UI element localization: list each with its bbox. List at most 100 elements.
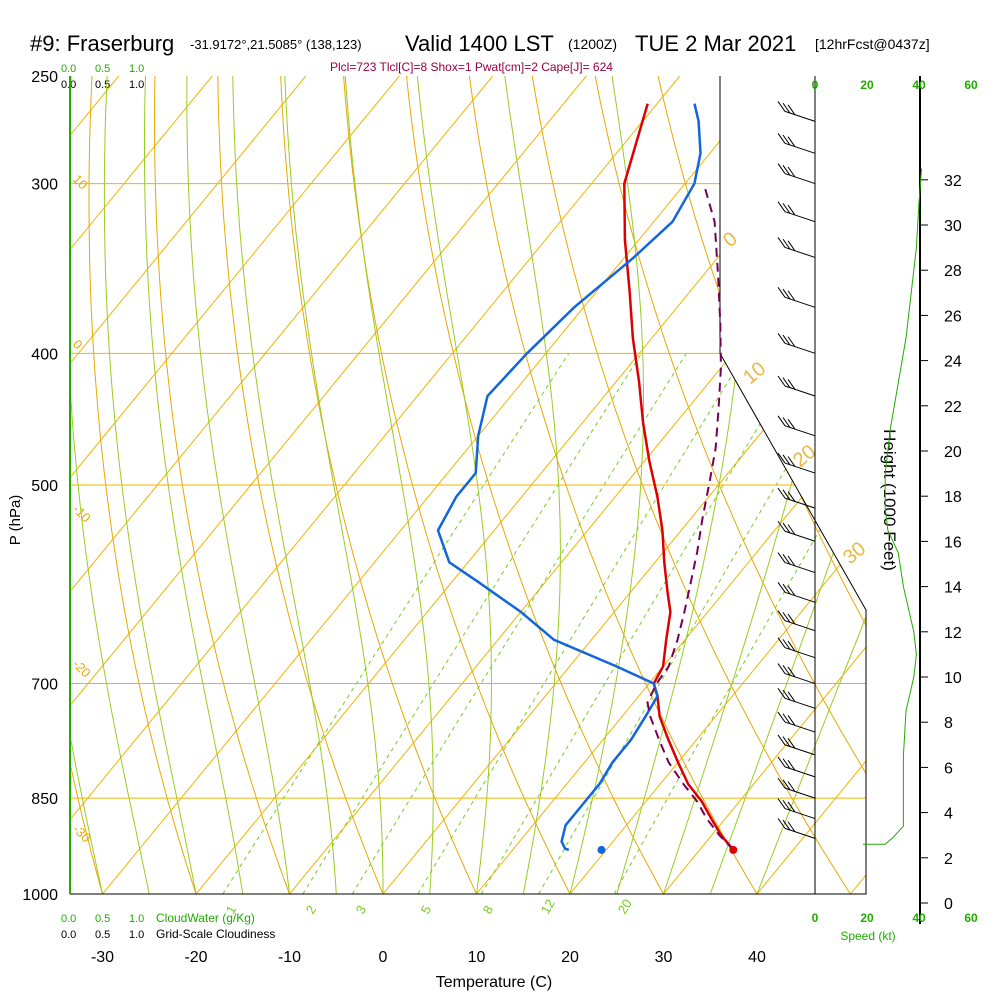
height-tick-label: 30 bbox=[944, 218, 962, 235]
x-axis-title: Temperature (C) bbox=[436, 974, 552, 991]
wind-barb bbox=[777, 133, 816, 154]
cloud-tick-bottom-1: 0.5 bbox=[95, 929, 110, 941]
dry-adiabat-label: 10 bbox=[70, 172, 91, 193]
wind-barb bbox=[777, 487, 816, 509]
height-tick-label: 4 bbox=[944, 806, 953, 823]
dry-adiabat-line bbox=[910, 76, 1000, 894]
wind-barb bbox=[777, 610, 816, 632]
mixing-ratio-line bbox=[613, 353, 866, 894]
height-axis-title: Height (1000 Feet) bbox=[880, 429, 899, 571]
series-line-temperature bbox=[623, 103, 735, 851]
wind-barb bbox=[777, 637, 816, 659]
cloud-tick-top-green-0: 0.0 bbox=[61, 63, 76, 75]
valid-time: Valid 1400 LST bbox=[405, 31, 554, 56]
mixing-ratio-line bbox=[480, 353, 804, 894]
wind-speed-tick-bottom: 20 bbox=[860, 911, 874, 925]
wind-barb bbox=[777, 520, 816, 542]
mixing-ratio-line bbox=[538, 353, 855, 894]
wind-barb bbox=[777, 582, 816, 603]
wind-barb bbox=[777, 333, 816, 354]
cloud-tick-top-green-1: 0.5 bbox=[95, 63, 110, 75]
mixing-ratio-line bbox=[302, 353, 642, 894]
y-tick-label: 400 bbox=[31, 346, 58, 363]
cloud-tick-bottom-green-1: 0.5 bbox=[95, 913, 110, 925]
cloud-scale-top: 0.0 0.5 1.0 0.0 0.5 1.0 bbox=[61, 63, 144, 91]
dry-adiabat-line bbox=[343, 76, 571, 894]
dry-adiabat-line bbox=[0, 76, 9, 894]
wind-speed-tick-top: 40 bbox=[912, 78, 926, 92]
x-tick-label: 40 bbox=[748, 949, 766, 966]
dry-adiabat-line bbox=[846, 76, 866, 894]
moist-adiabat-line bbox=[284, 76, 384, 894]
wind-barb bbox=[777, 287, 816, 308]
dry-adiabat-line bbox=[468, 76, 758, 894]
dry-adiabat-label: -20 bbox=[70, 657, 94, 681]
cloud-tick-bottom-0: 0.0 bbox=[61, 929, 76, 941]
wind-speed-profile-line bbox=[884, 168, 923, 845]
station-coords: -31.9172°,21.5085° (138,123) bbox=[190, 37, 362, 52]
wind-speed-tick-bottom: 0 bbox=[812, 911, 819, 925]
dry-adiabat-label: 0 bbox=[70, 337, 86, 353]
surface-dewpoint-marker bbox=[597, 845, 606, 854]
mixing-ratio-label: 5 bbox=[418, 903, 435, 917]
height-tick-label: 14 bbox=[944, 580, 962, 597]
dry-adiabat-line bbox=[531, 76, 851, 894]
height-tick-label: 10 bbox=[944, 670, 962, 687]
y-tick-label: 1000 bbox=[22, 887, 58, 904]
mixing-ratio-label: 3 bbox=[353, 903, 370, 917]
wind-barb bbox=[777, 777, 816, 799]
wind-barb bbox=[777, 452, 816, 474]
moist-adiabat-line bbox=[709, 76, 866, 894]
height-tick-label: 8 bbox=[944, 715, 953, 732]
cloud-scale-bottom: 0.0 0.5 1.0 CloudWater (g/Kg) 0.0 0.5 1.… bbox=[61, 911, 275, 941]
series-line-dewpoint bbox=[436, 103, 702, 852]
mixing-ratio-label: 12 bbox=[538, 896, 558, 916]
x-tick-label: -20 bbox=[184, 949, 207, 966]
moist-adiabat-line bbox=[232, 76, 337, 894]
moist-adiabat-line bbox=[569, 76, 644, 894]
moist-adiabat-line bbox=[70, 76, 150, 894]
x-tick-label: -30 bbox=[91, 949, 114, 966]
mixing-ratio-line bbox=[417, 353, 746, 894]
height-tick-label: 6 bbox=[944, 760, 953, 777]
dry-adiabat-line bbox=[217, 76, 384, 894]
cloud-tick-top-2: 1.0 bbox=[129, 79, 144, 91]
moist-adiabat-line bbox=[416, 76, 492, 894]
sounding-profiles bbox=[436, 103, 738, 854]
plot-frame bbox=[70, 76, 867, 895]
moist-adiabat-line bbox=[144, 76, 244, 894]
wind-speed-tick-top: 20 bbox=[860, 78, 874, 92]
stability-indices: Plcl=723 Tlcl[C]=8 Shox=1 Pwat[cm]=2 Cap… bbox=[330, 60, 613, 74]
moist-adiabat-line bbox=[344, 76, 434, 894]
dry-adiabat-line bbox=[70, 76, 103, 894]
isotherm-line bbox=[0, 76, 25, 894]
wind-barb bbox=[777, 101, 816, 122]
wind-barb bbox=[777, 734, 816, 756]
moist-adiabat-label: 20 bbox=[789, 441, 820, 472]
height-tick-label: 28 bbox=[944, 263, 962, 280]
wind-barb bbox=[777, 375, 816, 397]
isotherm-line bbox=[663, 76, 866, 894]
moist-adiabat-line bbox=[186, 76, 290, 894]
wind-speed-tick-bottom: 40 bbox=[912, 911, 926, 925]
cloud-tick-top-0: 0.0 bbox=[61, 79, 76, 91]
isotherm-line bbox=[70, 76, 400, 894]
dry-adiabat-label: -10 bbox=[70, 502, 94, 526]
station-title: #9: Fraserburg bbox=[30, 31, 174, 56]
wind-speed-tick-top: 0 bbox=[812, 78, 819, 92]
dry-adiabat-line bbox=[406, 76, 664, 894]
height-tick-label: 0 bbox=[944, 896, 953, 913]
wind-barb bbox=[777, 663, 816, 685]
y-axis-title: P (hPa) bbox=[7, 495, 24, 546]
surface-temp-marker bbox=[729, 845, 738, 854]
cloud-tick-bottom-green-0: 0.0 bbox=[61, 913, 76, 925]
cloud-tick-bottom-green-2: 1.0 bbox=[129, 913, 144, 925]
wind-speed-axis-label: Speed (kt) bbox=[840, 929, 895, 943]
forecast-label: [12hrFcst@0437z] bbox=[815, 36, 930, 52]
wind-barb bbox=[777, 818, 816, 839]
moist-adiabat-label: 10 bbox=[739, 358, 770, 389]
height-tick-label: 12 bbox=[944, 625, 962, 642]
height-tick-label: 18 bbox=[944, 489, 962, 506]
isotherm-line bbox=[70, 76, 307, 894]
wind-barb bbox=[777, 237, 816, 258]
